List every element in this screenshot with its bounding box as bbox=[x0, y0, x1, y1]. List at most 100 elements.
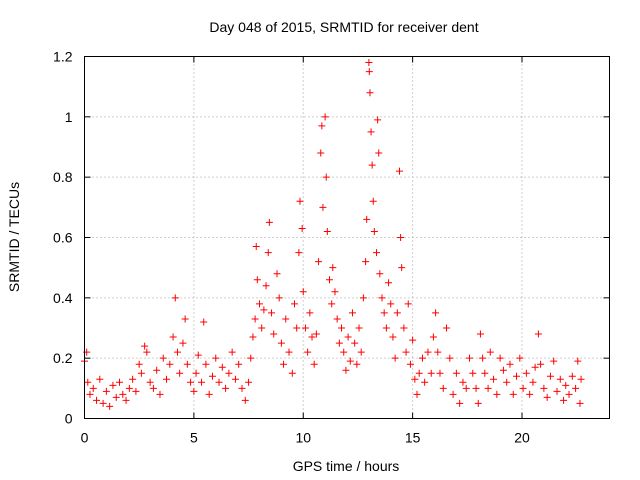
data-point bbox=[169, 333, 177, 341]
data-point bbox=[476, 330, 484, 338]
data-point bbox=[122, 396, 130, 404]
x-axis-label: GPS time / hours bbox=[293, 458, 400, 474]
data-point bbox=[397, 234, 405, 241]
data-point bbox=[249, 333, 257, 341]
data-point bbox=[396, 167, 403, 175]
data-point bbox=[143, 348, 151, 356]
x-tick-label: 15 bbox=[405, 430, 421, 446]
plot-frame bbox=[84, 56, 610, 419]
data-point bbox=[331, 288, 339, 296]
data-point bbox=[141, 342, 149, 350]
data-point bbox=[256, 300, 263, 308]
data-point bbox=[112, 393, 120, 401]
data-point bbox=[326, 276, 333, 284]
data-point bbox=[291, 300, 298, 308]
data-point bbox=[129, 375, 137, 383]
data-point bbox=[387, 300, 395, 308]
data-point bbox=[348, 309, 356, 317]
data-point bbox=[355, 324, 363, 332]
data-point bbox=[452, 369, 460, 377]
data-point bbox=[218, 363, 226, 371]
data-point bbox=[183, 360, 191, 368]
data-point bbox=[208, 372, 216, 380]
data-point bbox=[319, 203, 327, 211]
data-point bbox=[484, 384, 492, 392]
data-point bbox=[306, 309, 314, 317]
data-point bbox=[368, 161, 376, 169]
data-point bbox=[389, 333, 397, 341]
data-point bbox=[434, 348, 442, 356]
data-point bbox=[553, 387, 561, 395]
data-point bbox=[328, 300, 336, 308]
data-point bbox=[506, 360, 514, 368]
data-point bbox=[466, 354, 473, 362]
x-tick-label: 20 bbox=[514, 430, 530, 446]
data-point bbox=[163, 375, 171, 383]
data-point bbox=[402, 348, 410, 356]
data-point bbox=[315, 258, 323, 266]
data-point bbox=[317, 149, 325, 157]
data-point bbox=[499, 366, 507, 374]
data-point bbox=[436, 369, 444, 377]
data-point bbox=[251, 315, 259, 323]
data-point bbox=[522, 369, 530, 377]
data-point bbox=[572, 384, 580, 392]
data-point bbox=[565, 390, 573, 398]
y-tick-label: 0.6 bbox=[53, 230, 73, 246]
data-point bbox=[166, 360, 174, 368]
x-tick-label: 10 bbox=[295, 430, 311, 446]
data-point bbox=[496, 354, 504, 362]
data-point bbox=[346, 357, 354, 365]
data-point bbox=[556, 375, 564, 383]
data-point bbox=[252, 243, 260, 251]
data-point bbox=[359, 294, 367, 302]
data-point bbox=[181, 315, 189, 323]
data-point bbox=[200, 318, 208, 326]
data-point bbox=[344, 333, 352, 341]
data-point bbox=[378, 294, 386, 302]
data-point bbox=[340, 348, 348, 356]
data-point bbox=[469, 369, 477, 377]
data-point bbox=[443, 324, 451, 332]
data-point bbox=[231, 375, 239, 383]
data-point bbox=[481, 369, 489, 377]
data-point bbox=[322, 173, 330, 181]
data-point bbox=[479, 354, 487, 362]
data-point bbox=[159, 354, 167, 362]
data-point bbox=[285, 348, 293, 356]
data-point bbox=[84, 378, 92, 386]
data-point bbox=[275, 294, 283, 302]
data-point bbox=[212, 354, 220, 362]
data-point bbox=[109, 381, 117, 389]
data-point bbox=[132, 387, 140, 395]
data-point bbox=[225, 369, 233, 377]
data-point bbox=[299, 288, 307, 296]
data-point bbox=[149, 384, 157, 392]
data-point bbox=[357, 348, 365, 356]
chart-title: Day 048 of 2015, SRMTID for receiver den… bbox=[209, 19, 478, 35]
data-point bbox=[526, 390, 534, 398]
data-point bbox=[367, 128, 375, 136]
data-point bbox=[265, 218, 273, 226]
y-axis-label: SRMTID / TECUs bbox=[6, 182, 22, 292]
grid bbox=[84, 56, 610, 419]
data-point bbox=[362, 258, 370, 266]
data-point bbox=[260, 306, 268, 314]
data-point bbox=[262, 282, 270, 290]
data-point bbox=[296, 197, 304, 205]
data-point bbox=[415, 369, 423, 377]
data-point bbox=[574, 357, 582, 365]
data-point bbox=[560, 396, 568, 404]
data-point bbox=[406, 360, 414, 368]
data-point bbox=[192, 369, 200, 377]
y-tick-label: 0 bbox=[65, 411, 73, 427]
data-point bbox=[176, 369, 184, 377]
data-point bbox=[531, 363, 539, 371]
data-point bbox=[238, 384, 246, 392]
data-point bbox=[304, 348, 312, 356]
data-point bbox=[308, 333, 316, 341]
data-point bbox=[568, 372, 576, 380]
data-point bbox=[119, 390, 127, 398]
data-point bbox=[280, 360, 288, 368]
